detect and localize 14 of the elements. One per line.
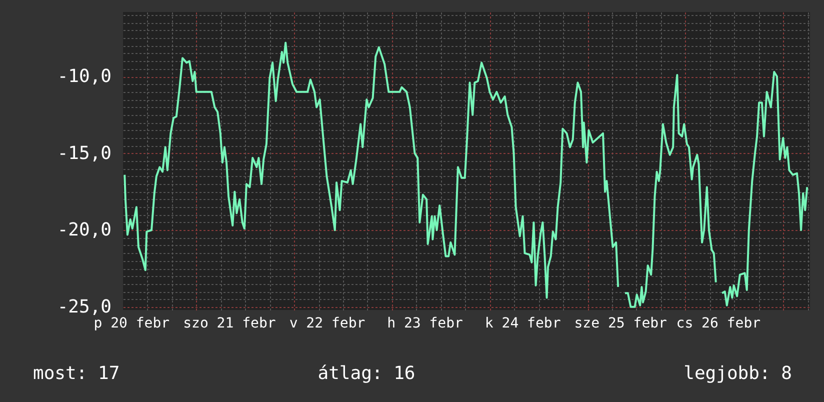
y-tick-label: -15,0: [57, 142, 112, 164]
x-tick-label: cs 26 febr: [676, 316, 761, 332]
x-tick-label: h 23 febr: [387, 316, 463, 332]
x-tick-label: v 22 febr: [289, 316, 366, 332]
text: legjobb: 8: [684, 363, 792, 384]
y-tick-label: -10,0: [57, 66, 112, 88]
x-tick-label: szo 21 febr: [183, 316, 276, 332]
x-tick-label: sze 25 febr: [574, 316, 667, 332]
y-tick-label: -20,0: [57, 220, 112, 241]
y-tick-label: -25,0: [57, 296, 112, 318]
text: most: 17: [33, 363, 120, 384]
x-tick-label: p 20 febr: [94, 316, 170, 332]
text: átlag: 16: [318, 363, 416, 384]
x-tick-label: k 24 febr: [484, 316, 561, 332]
